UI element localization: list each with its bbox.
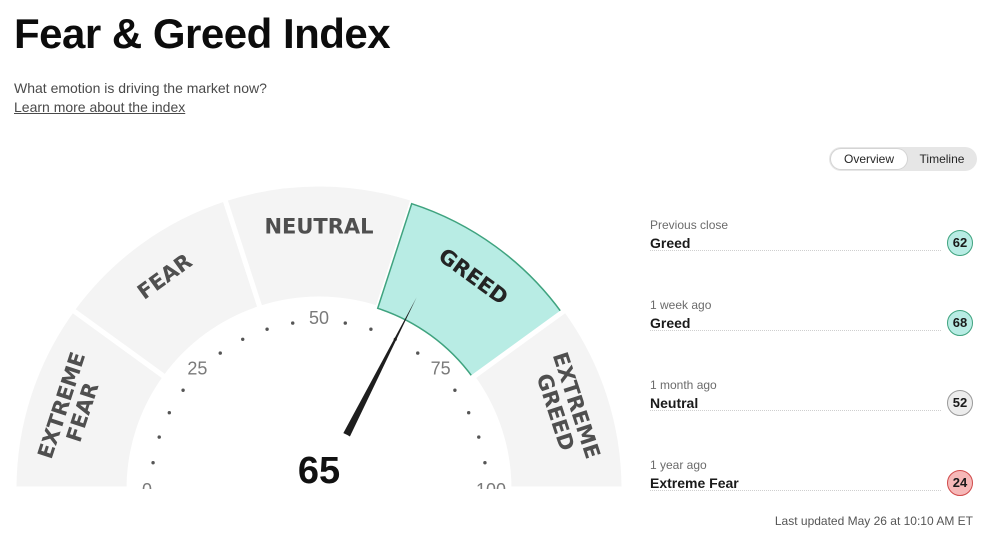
gauge-tick-dot: [218, 351, 222, 355]
history-period-label: 1 week ago: [650, 298, 712, 312]
gauge-tick-dot: [477, 435, 481, 439]
dotted-divider: [650, 250, 941, 251]
gauge-tick-dot: [151, 461, 155, 465]
gauge-scale-label-25: 25: [187, 358, 207, 378]
gauge-tick-dot: [241, 337, 245, 342]
gauge-segment-extreme: [469, 306, 627, 492]
fear-greed-gauge: 0255075100 EXTREMEFEARFEARNEUTRALGREEDEX…: [14, 181, 627, 500]
gauge-tick-dot: [291, 321, 295, 325]
gauge-tick-dot: [181, 388, 185, 392]
toggle-timeline-button[interactable]: Timeline: [919, 152, 965, 166]
gauge-tick-dot: [483, 461, 487, 465]
gauge-tick-dot: [157, 435, 161, 439]
last-updated-text: Last updated May 26 at 10:10 AM ET: [774, 514, 973, 528]
toggle-overview-button[interactable]: Overview: [831, 149, 907, 169]
dotted-divider: [650, 490, 941, 491]
history-row: 1 week ago Greed 68: [650, 298, 975, 358]
gauge-segment-label-0: EXTREMEFEAR: [33, 349, 111, 468]
gauge-tick-dot: [343, 321, 347, 325]
gauge-tick-dot: [265, 327, 269, 331]
history-value-badge: 24: [947, 470, 973, 496]
gauge-segment-label-2: NEUTRAL: [264, 215, 373, 239]
history-period-label: 1 month ago: [650, 378, 717, 392]
history-status: Neutral: [650, 395, 699, 411]
page-title: Fear & Greed Index: [14, 10, 391, 57]
gauge-segment-neutral: [221, 181, 417, 312]
dotted-divider: [650, 330, 941, 331]
history-value-badge: 52: [947, 390, 973, 416]
dotted-divider: [650, 410, 941, 411]
gauge-tick-dot: [416, 351, 420, 355]
page-subtitle: What emotion is driving the market now?: [14, 80, 267, 96]
history-period-label: 1 year ago: [650, 458, 707, 472]
history-value-badge: 68: [947, 310, 973, 336]
history-status: Greed: [650, 235, 691, 251]
history-status: Extreme Fear: [650, 475, 739, 491]
history-row: 1 month ago Neutral 52: [650, 378, 975, 438]
view-toggle: Overview Timeline: [829, 147, 977, 171]
history-status: Greed: [650, 315, 691, 331]
gauge-scale-label-75: 75: [431, 358, 451, 378]
gauge-tick-dot: [453, 388, 457, 392]
gauge-tick-dot: [466, 411, 471, 415]
gauge-tick-dot: [369, 327, 373, 331]
history-period-label: Previous close: [650, 218, 729, 232]
gauge-scale-label-50: 50: [309, 308, 329, 328]
history-row: Previous close Greed 62: [650, 218, 975, 278]
gauge-value: 65: [298, 450, 340, 492]
gauge-tick-dot: [167, 411, 172, 415]
learn-more-link[interactable]: Learn more about the index: [14, 99, 186, 115]
history-value-badge: 62: [947, 230, 973, 256]
gauge-needle: [340, 297, 417, 442]
history-row: 1 year ago Extreme Fear 24: [650, 458, 975, 518]
